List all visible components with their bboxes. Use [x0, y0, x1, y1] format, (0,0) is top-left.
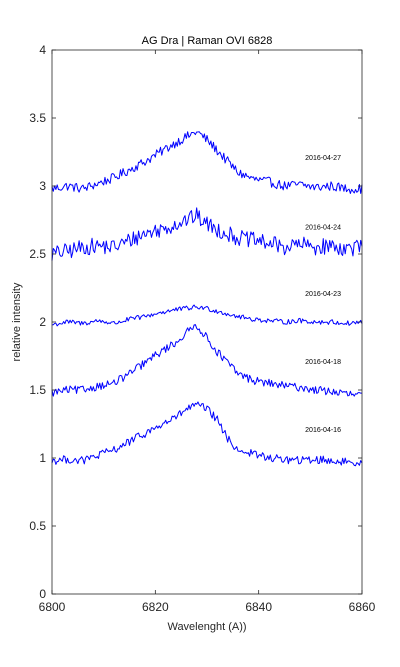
date-annotation: 2016-04-16 [305, 427, 341, 434]
date-annotation: 2016-04-23 [305, 291, 341, 298]
series-layer [51, 131, 363, 467]
y-tick-label: 4 [39, 43, 46, 57]
series-line-2016-04-27 [51, 131, 363, 194]
date-annotation: 2016-04-24 [305, 225, 341, 232]
y-axis-title: relative intensity [11, 282, 23, 361]
tick-layer: 6800 6820 6840 6860 0 0.5 1 1.5 2 2.5 3 3.5 4 [29, 43, 375, 614]
series-line-2016-04-18 [51, 324, 362, 397]
series-line-2016-04-23 [51, 304, 363, 327]
y-tick-label: 2.5 [29, 247, 46, 261]
x-tick-label: 6820 [142, 600, 169, 614]
y-tick-label: 1 [39, 451, 46, 465]
x-tick-label: 6840 [245, 600, 272, 614]
x-tick-label: 6860 [349, 600, 376, 614]
x-axis-title: Wavelenght (A)) [167, 621, 246, 633]
y-tick-label: 3.5 [29, 111, 46, 125]
y-tick-label: 2 [39, 315, 46, 329]
y-tick-label: 0.5 [29, 519, 46, 533]
series-line-2016-04-16 [51, 401, 363, 467]
date-annotation: 2016-04-27 [305, 155, 341, 162]
annotation-layer: 2016-04-27 2016-04-24 2016-04-23 2016-04-18… [305, 155, 341, 434]
y-tick-label: 0 [39, 587, 46, 601]
date-annotation: 2016-04-18 [305, 359, 341, 366]
x-tick-label: 6800 [39, 600, 66, 614]
chart-title: AG Dra | Raman OVI 6828 [142, 35, 273, 47]
y-tick-label: 3 [39, 179, 46, 193]
series-line-2016-04-24 [51, 207, 363, 261]
y-tick-label: 1.5 [29, 383, 46, 397]
